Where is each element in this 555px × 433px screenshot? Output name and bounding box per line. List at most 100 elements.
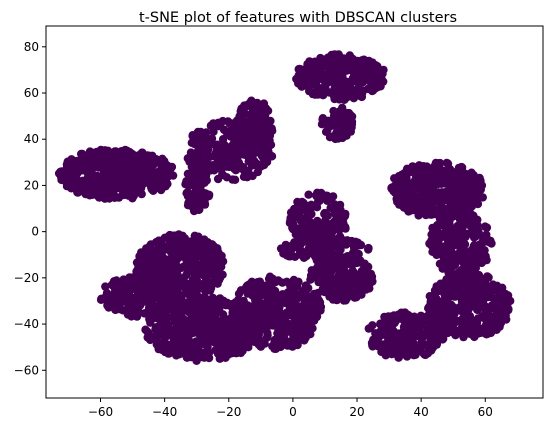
- scatter-point: [330, 92, 339, 101]
- scatter-point: [334, 50, 343, 59]
- scatter-point: [293, 332, 303, 341]
- scatter-point: [247, 322, 256, 331]
- scatter-point: [329, 236, 339, 245]
- scatter-point: [71, 160, 80, 169]
- scatter-point: [183, 154, 192, 163]
- scatter-point: [266, 116, 275, 126]
- scatter-point: [138, 176, 147, 185]
- scatter-point: [100, 168, 109, 177]
- scatter-point: [157, 278, 166, 287]
- scatter-point: [205, 190, 214, 199]
- scatter-point: [217, 262, 226, 271]
- scatter-point: [453, 291, 462, 300]
- scatter-point: [115, 304, 124, 314]
- scatter-point: [340, 240, 349, 249]
- scatter-point: [500, 289, 509, 298]
- scatter-point: [430, 162, 439, 171]
- scatter-point: [150, 252, 160, 262]
- scatter-point: [421, 210, 431, 220]
- scatter-point: [128, 150, 137, 159]
- scatter-point: [467, 202, 477, 211]
- y-tick-label: 60: [24, 86, 39, 100]
- scatter-point: [94, 163, 103, 172]
- scatter-point: [446, 230, 456, 240]
- scatter-point: [154, 236, 163, 245]
- scatter-point: [255, 115, 264, 125]
- scatter-point: [321, 62, 331, 71]
- scatter-point: [337, 267, 346, 276]
- scatter-point: [59, 170, 68, 180]
- scatter-point: [472, 319, 481, 328]
- scatter-point: [468, 330, 477, 339]
- x-tick-label: −20: [216, 405, 241, 419]
- scatter-point: [348, 67, 358, 76]
- scatter-point: [413, 319, 423, 328]
- scatter-point: [157, 345, 167, 354]
- scatter-point: [483, 272, 492, 281]
- scatter-point: [171, 254, 181, 263]
- scatter-point: [213, 244, 222, 253]
- y-tick-label: −40: [14, 317, 39, 331]
- scatter-point: [215, 163, 224, 173]
- scatter-point: [103, 292, 112, 301]
- scatter-point: [125, 273, 134, 282]
- scatter-point: [110, 193, 119, 202]
- scatter-point: [307, 200, 316, 209]
- scatter-point: [322, 78, 331, 88]
- scatter-point: [333, 113, 343, 122]
- scatter-point: [394, 310, 403, 319]
- scatter-point: [209, 308, 218, 318]
- scatter-point: [192, 308, 201, 318]
- scatter-point: [284, 252, 294, 261]
- scatter-point: [467, 298, 476, 307]
- scatter-point: [367, 66, 376, 76]
- scatter-point: [155, 305, 165, 314]
- scatter-point: [104, 303, 113, 312]
- scatter-point: [145, 272, 155, 282]
- scatter-point: [348, 250, 357, 259]
- scatter-point: [356, 76, 365, 85]
- scatter-point: [456, 253, 465, 262]
- scatter-point: [145, 241, 155, 250]
- scatter-point: [312, 256, 321, 265]
- scatter-point: [487, 281, 496, 291]
- x-tick-label: 0: [289, 405, 297, 419]
- scatter-point: [386, 313, 395, 322]
- scatter-point: [160, 311, 169, 321]
- scatter-point: [181, 284, 190, 293]
- scatter-point: [235, 112, 244, 121]
- scatter-point: [190, 266, 200, 275]
- scatter-point: [332, 295, 341, 305]
- scatter-point: [375, 75, 385, 85]
- scatter-point: [148, 171, 157, 181]
- scatter-point: [133, 290, 142, 299]
- scatter-point: [369, 335, 378, 344]
- scatter-point: [194, 318, 203, 328]
- scatter-point: [247, 109, 256, 118]
- scatter-point: [117, 165, 127, 174]
- scatter-point: [258, 148, 267, 157]
- scatter-point: [443, 174, 452, 184]
- chart-title: t-SNE plot of features with DBSCAN clust…: [139, 10, 457, 26]
- scatter-point: [162, 258, 172, 268]
- scatter-point: [186, 327, 195, 336]
- scatter-point: [306, 271, 316, 280]
- scatter-point: [241, 326, 250, 335]
- scatter-point: [182, 350, 191, 359]
- scatter-point: [341, 296, 350, 305]
- scatter-point: [436, 166, 445, 175]
- scatter-point: [367, 72, 376, 82]
- scatter-point: [164, 284, 173, 294]
- scatter-point: [467, 168, 476, 177]
- scatter-point: [459, 332, 468, 342]
- scatter-point: [426, 317, 435, 326]
- scatter-point: [112, 170, 121, 179]
- scatter-point: [277, 297, 286, 306]
- scatter-point: [486, 291, 495, 300]
- scatter-point: [420, 350, 429, 359]
- scatter-point: [287, 245, 296, 254]
- scatter-point: [197, 188, 206, 197]
- plot-frame: [45, 25, 544, 399]
- scatter-point: [450, 261, 459, 270]
- scatter-point: [248, 171, 257, 181]
